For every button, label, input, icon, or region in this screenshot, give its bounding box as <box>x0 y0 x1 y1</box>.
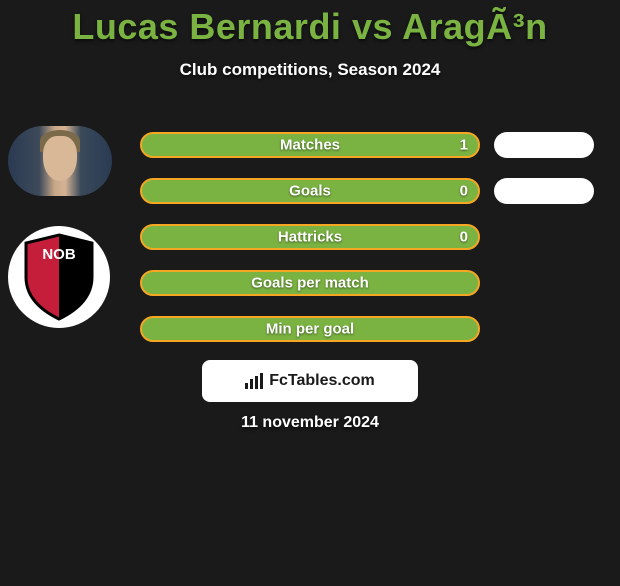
comparison-title: Lucas Bernardi vs AragÃ³n <box>0 6 620 48</box>
stat-bar-left: Goals per match <box>140 270 480 296</box>
club-badge: NOB <box>8 226 110 328</box>
stat-label: Min per goal <box>266 321 354 338</box>
stat-label: Goals per match <box>251 275 369 292</box>
stat-row: Goals 0 <box>140 177 600 205</box>
player2-name: AragÃ³n <box>402 6 548 47</box>
chart-icon <box>245 373 263 389</box>
subtitle: Club competitions, Season 2024 <box>0 60 620 80</box>
footer-date: 11 november 2024 <box>0 414 620 432</box>
shield-icon: NOB <box>20 233 98 321</box>
brand-text: FcTables.com <box>269 372 375 390</box>
stat-row: Goals per match <box>140 269 600 297</box>
stat-row: Hattricks 0 <box>140 223 600 251</box>
stat-value-left: 0 <box>460 183 468 200</box>
brand-badge: FcTables.com <box>202 360 418 402</box>
stat-bar-right <box>494 178 594 204</box>
player1-avatar <box>8 126 112 196</box>
stat-row: Matches 1 <box>140 131 600 159</box>
stat-bar-right <box>494 132 594 158</box>
stat-label: Goals <box>289 183 331 200</box>
badge-text: NOB <box>42 246 76 263</box>
stat-value-left: 1 <box>460 137 468 154</box>
stat-bar-left: Goals 0 <box>140 178 480 204</box>
stat-bar-left: Hattricks 0 <box>140 224 480 250</box>
avatars-column: NOB <box>8 126 112 328</box>
player1-name: Lucas Bernardi <box>72 6 341 47</box>
stat-bar-left: Min per goal <box>140 316 480 342</box>
stat-label: Matches <box>280 137 340 154</box>
stat-label: Hattricks <box>278 229 342 246</box>
stats-container: Matches 1 Goals 0 Hattricks 0 Goals per match M… <box>140 131 600 361</box>
stat-row: Min per goal <box>140 315 600 343</box>
stat-bar-left: Matches 1 <box>140 132 480 158</box>
stat-value-left: 0 <box>460 229 468 246</box>
vs-text: vs <box>341 6 402 47</box>
